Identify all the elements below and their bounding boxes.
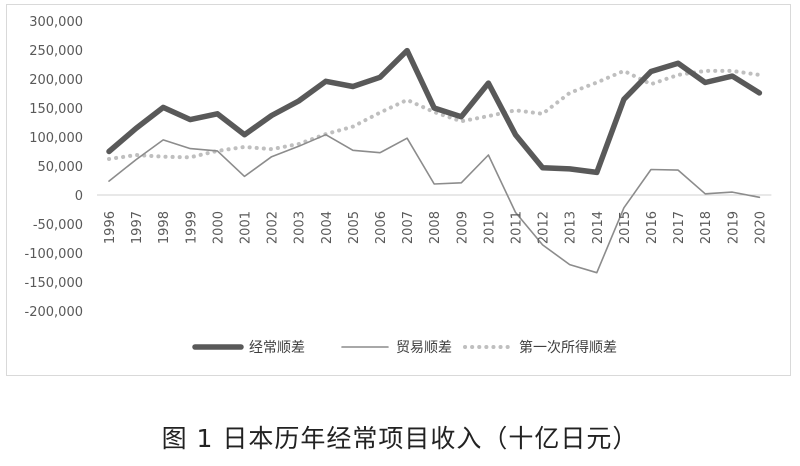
x-tick-label: 1998	[157, 211, 172, 244]
y-tick-label: 50,000	[38, 160, 84, 175]
legend: 经常顺差 贸易顺差 第一次所得顺差	[192, 339, 617, 356]
x-tick-label: 2009	[455, 211, 470, 244]
x-tick-label: 1997	[130, 211, 145, 244]
y-tick-label: 250,000	[29, 44, 83, 59]
legend-label-1: 贸易顺差	[396, 340, 452, 356]
figure-caption: 图 1 日本历年经常项目收入（十亿日元）	[161, 424, 639, 453]
series-line-0	[106, 47, 763, 176]
x-tick-label: 1996	[103, 211, 118, 244]
y-tick-label: -50,000	[33, 218, 83, 233]
x-tick-label: 2003	[293, 211, 308, 244]
x-tick-label: 2007	[401, 211, 416, 244]
legend-label-0: 经常顺差	[249, 340, 305, 356]
y-tick-label: 300,000	[29, 15, 83, 30]
x-tick-label: 2013	[564, 211, 579, 244]
x-tick-label: 1999	[184, 211, 199, 244]
y-tick-label: 200,000	[29, 73, 83, 88]
x-tick-label: 2001	[239, 211, 254, 244]
x-tick-label: 2010	[482, 211, 497, 244]
x-tick-label: 2000	[211, 211, 226, 244]
x-axis-tick-labels: 1996 1997 1998 1999 2000 2001 2002 2003 2004 2005…	[103, 211, 768, 244]
x-tick-label: 2002	[266, 211, 281, 244]
x-tick-label: 2011	[510, 211, 525, 244]
x-tick-label: 2014	[591, 211, 606, 244]
y-tick-label: 100,000	[29, 131, 83, 146]
x-tick-label: 2006	[374, 211, 389, 244]
x-tick-label: 2019	[726, 211, 741, 244]
y-tick-label: 0	[75, 189, 83, 204]
chart-frame: 300,000 250,000 200,000 150,000 100,000 50,00…	[6, 4, 791, 376]
x-tick-label: 2015	[618, 211, 633, 244]
y-axis-tick-labels: 300,000 250,000 200,000 150,000 100,000 50,00…	[25, 15, 83, 320]
x-tick-label: 2005	[347, 211, 362, 244]
series-line-1	[108, 133, 761, 274]
x-tick-label: 2018	[699, 211, 714, 244]
x-tick-label: 2004	[320, 211, 335, 244]
y-tick-label: -200,000	[25, 305, 83, 320]
series-line-2	[107, 68, 762, 161]
x-tick-label: 2008	[428, 211, 443, 244]
y-tick-label: 150,000	[29, 102, 83, 117]
x-tick-label: 2020	[753, 211, 768, 244]
y-tick-label: -150,000	[25, 276, 83, 291]
x-tick-label: 2017	[672, 211, 687, 244]
x-tick-label: 2016	[645, 211, 660, 244]
line-chart: 300,000 250,000 200,000 150,000 100,000 50,00…	[25, 15, 772, 356]
series-lines	[106, 47, 763, 274]
legend-label-2: 第一次所得顺差	[519, 339, 617, 356]
x-tick-label: 2012	[537, 211, 552, 244]
y-tick-label: -100,000	[25, 247, 83, 262]
